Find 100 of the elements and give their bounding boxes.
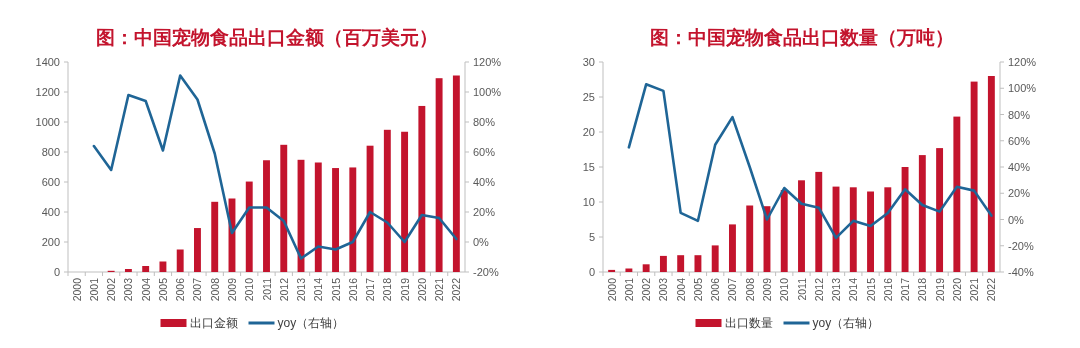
y-tick-label: 1000 bbox=[35, 116, 60, 128]
x-tick-label: 2012 bbox=[812, 277, 825, 302]
x-tick-label: 2001 bbox=[87, 277, 100, 302]
x-tick-label: 2018 bbox=[381, 277, 394, 302]
x-tick-label: 2010 bbox=[778, 277, 791, 302]
y-tick-label: 600 bbox=[41, 176, 60, 188]
y-tick-label: 1200 bbox=[35, 86, 60, 98]
legend-label: 出口数量 bbox=[724, 316, 773, 330]
x-tick-label: 2007 bbox=[191, 277, 204, 302]
bar bbox=[263, 160, 270, 272]
bar bbox=[142, 266, 150, 272]
y-tick-label: 0 bbox=[588, 266, 595, 278]
y-tick-label: 20 bbox=[582, 126, 595, 138]
bar bbox=[746, 205, 754, 272]
bar bbox=[124, 269, 132, 272]
x-tick-label: 2017 bbox=[364, 277, 377, 302]
x-tick-label: 2016 bbox=[346, 277, 359, 302]
x-tick-label: 2002 bbox=[105, 277, 118, 302]
y2-tick-label: 40% bbox=[473, 176, 496, 188]
x-tick-label: 2017 bbox=[899, 277, 912, 302]
x-tick-label: 2012 bbox=[277, 277, 290, 302]
bar bbox=[918, 155, 926, 272]
x-tick-label: 2003 bbox=[122, 277, 135, 302]
x-tick-label: 2010 bbox=[243, 277, 256, 302]
x-tick-label: 2014 bbox=[312, 277, 325, 302]
bar bbox=[435, 78, 443, 272]
bar bbox=[159, 261, 167, 272]
line-series bbox=[627, 83, 993, 240]
bar bbox=[280, 144, 288, 272]
x-tick-label: 2000 bbox=[70, 277, 83, 302]
bar bbox=[711, 245, 719, 272]
y-tick-label: 15 bbox=[582, 161, 595, 173]
bar bbox=[677, 255, 685, 272]
y2-tick-label: 100% bbox=[1008, 82, 1037, 95]
x-tick-label: 2005 bbox=[156, 277, 169, 302]
x-tick-label: 2003 bbox=[657, 277, 670, 302]
y2-tick-label: 20% bbox=[1008, 187, 1031, 200]
bar bbox=[349, 167, 357, 272]
x-tick-label: 2002 bbox=[640, 277, 653, 302]
y-tick-label: 0 bbox=[53, 266, 60, 278]
x-tick-label: 2004 bbox=[674, 277, 687, 302]
y-tick-label: 1400 bbox=[35, 56, 60, 68]
chart-title: 图：中国宠物食品出口数量（万吨） bbox=[649, 27, 954, 48]
bar bbox=[245, 181, 253, 272]
y-tick-label: 25 bbox=[582, 91, 595, 103]
bar bbox=[694, 255, 702, 272]
chart-title: 图：中国宠物食品出口金额（百万美元） bbox=[95, 27, 438, 48]
x-tick-label: 2020 bbox=[415, 277, 428, 302]
bar bbox=[936, 148, 944, 272]
bar bbox=[366, 145, 374, 272]
bar bbox=[849, 187, 857, 272]
bar bbox=[608, 269, 616, 272]
line-series bbox=[92, 74, 458, 260]
y2-tick-label: -40% bbox=[1008, 266, 1034, 278]
x-tick-label: 2021 bbox=[433, 277, 446, 302]
x-tick-label: 2006 bbox=[174, 277, 187, 302]
x-tick-label: 2022 bbox=[985, 277, 998, 302]
bar bbox=[659, 255, 667, 272]
y-tick-label: 10 bbox=[582, 196, 595, 208]
y-tick-label: 5 bbox=[588, 231, 595, 243]
x-tick-label: 2013 bbox=[830, 277, 843, 302]
x-tick-label: 2000 bbox=[605, 277, 618, 302]
bar bbox=[867, 191, 874, 272]
x-tick-label: 2022 bbox=[450, 277, 463, 302]
y2-tick-label: 120% bbox=[473, 56, 502, 68]
x-tick-label: 2009 bbox=[760, 277, 773, 302]
x-tick-label: 2011 bbox=[795, 277, 808, 301]
bar bbox=[401, 131, 409, 272]
bar bbox=[901, 167, 909, 272]
bar bbox=[452, 75, 460, 272]
x-tick-label: 2009 bbox=[225, 277, 238, 302]
bar bbox=[815, 171, 823, 272]
x-tick-label: 2015 bbox=[864, 277, 877, 302]
y2-tick-label: 80% bbox=[1008, 108, 1031, 121]
x-tick-label: 2015 bbox=[329, 277, 342, 302]
bar bbox=[798, 180, 805, 272]
x-tick-label: 2007 bbox=[726, 277, 739, 302]
legend-label: 出口金额 bbox=[189, 316, 238, 330]
y2-tick-label: 0% bbox=[473, 236, 490, 248]
bar bbox=[332, 168, 339, 272]
bar bbox=[211, 201, 219, 272]
x-tick-label: 2008 bbox=[743, 277, 756, 302]
y2-tick-label: 0% bbox=[1008, 213, 1025, 226]
y2-tick-label: 60% bbox=[473, 146, 496, 158]
x-tick-label: 2013 bbox=[295, 277, 308, 302]
x-tick-label: 2020 bbox=[950, 277, 963, 302]
x-tick-label: 2021 bbox=[968, 277, 981, 302]
bar bbox=[642, 264, 650, 272]
bar bbox=[970, 81, 978, 272]
x-tick-label: 2011 bbox=[260, 277, 273, 301]
bar bbox=[729, 224, 736, 272]
legend-label: yoy（右轴） bbox=[812, 316, 880, 330]
y2-tick-label: -20% bbox=[1008, 239, 1034, 252]
y-tick-label: 800 bbox=[41, 146, 60, 158]
x-tick-label: 2014 bbox=[847, 277, 860, 302]
x-tick-label: 2018 bbox=[916, 277, 929, 302]
x-tick-label: 2019 bbox=[933, 277, 946, 302]
y-tick-label: 400 bbox=[41, 206, 60, 218]
y2-tick-label: 100% bbox=[473, 86, 502, 98]
bar bbox=[953, 116, 961, 272]
